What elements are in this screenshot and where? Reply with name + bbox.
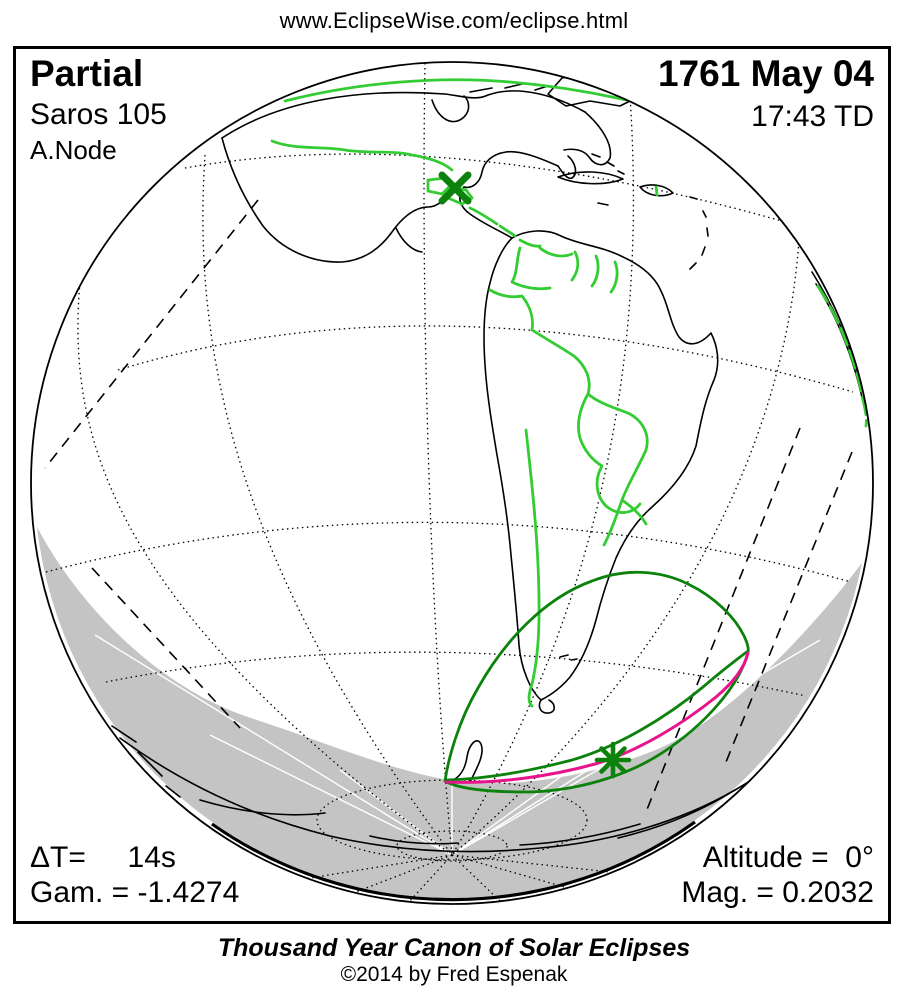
x-cross-icon xyxy=(438,171,472,205)
sub-solar-x-marker xyxy=(438,171,472,205)
altitude-label: Altitude = 0° xyxy=(702,841,874,874)
eclipse-type-label: Partial xyxy=(30,53,144,94)
eclipse-map: Partial Saros 105 A.Node 1761 May 04 17:… xyxy=(13,46,891,924)
gamma-label: Gam. = -1.4274 xyxy=(30,876,240,909)
antarctic-limb-coast xyxy=(211,820,696,902)
site-url-text: www.EclipseWise.com/eclipse.html xyxy=(279,8,629,33)
delta-t-label: ΔT= 14s xyxy=(30,841,176,874)
globe-limb xyxy=(30,61,874,905)
magnitude-label: Mag. = 0.2032 xyxy=(681,876,874,909)
graticule xyxy=(45,62,854,904)
canon-title: Thousand Year Canon of Solar Eclipses xyxy=(217,934,691,962)
eclipse-curves xyxy=(443,570,750,794)
globe-disc xyxy=(31,62,873,904)
eclipse-time-label: 17:43 TD xyxy=(751,100,874,133)
node-label: A.Node xyxy=(30,135,117,165)
sunrise-sunset-curve xyxy=(444,651,750,784)
greatest-eclipse-marker xyxy=(594,741,632,779)
eclipse-date-label: 1761 May 04 xyxy=(657,53,874,94)
globe-map-svg xyxy=(30,61,874,905)
penumbra-inner-limit xyxy=(445,649,750,782)
saros-label: Saros 105 xyxy=(30,98,167,131)
penumbra-outer-limit xyxy=(443,570,750,794)
copyright-text: ©2014 by Fred Espenak xyxy=(340,963,568,986)
